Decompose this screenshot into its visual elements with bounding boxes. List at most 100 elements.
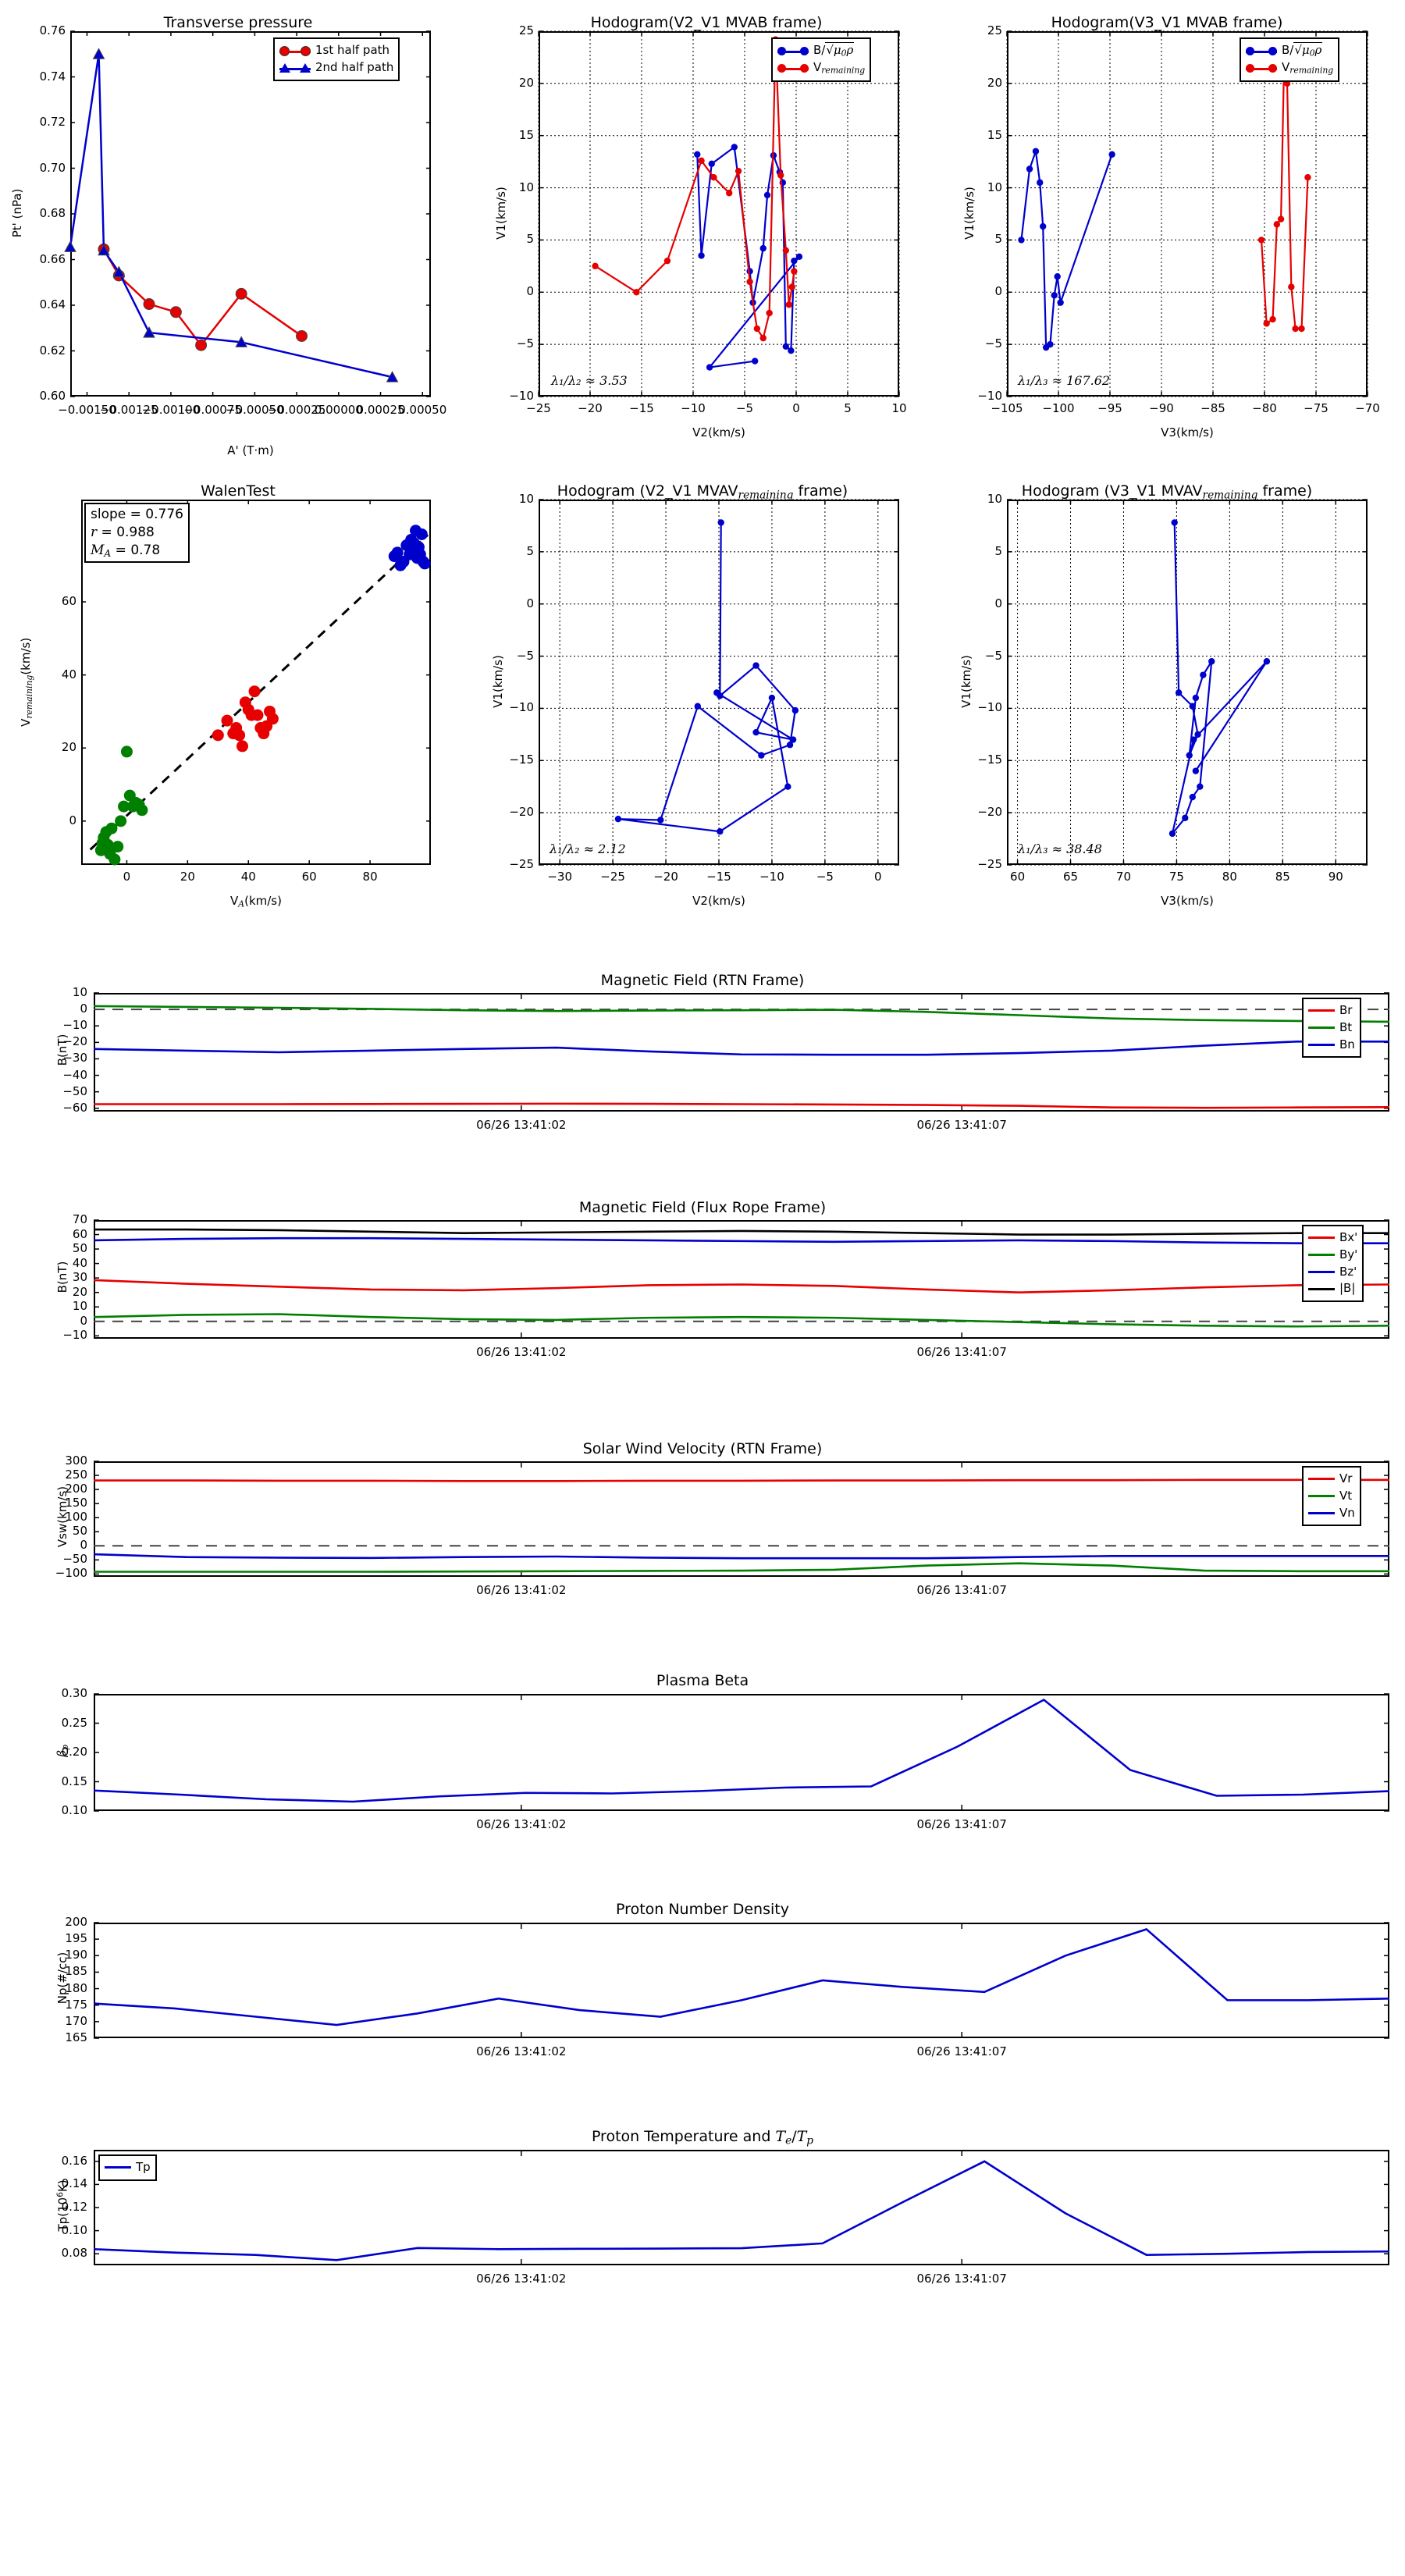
plot-area (539, 31, 899, 397)
y-tick-label: −10 (62, 1328, 87, 1343)
y-tick-label: 175 (65, 1997, 87, 2012)
y-tick-label: −20 (977, 805, 1002, 820)
panel-transverse-pressure: Transverse pressure Pt' (nPa) A' (T·m) 0… (0, 0, 468, 468)
x-tick-label: 06/26 13:41:07 (916, 1817, 1007, 1831)
legend-marker-blue (1246, 46, 1277, 55)
x-axis-label: V2(km/s) (692, 894, 745, 908)
x-tick-label: −100 (1042, 401, 1075, 415)
x-tick-label: 06/26 13:41:02 (476, 2044, 567, 2058)
y-tick-label: 10 (72, 1299, 87, 1314)
y-tick-label: 0.12 (61, 2200, 87, 2214)
x-tick-label: 0.00000 (314, 403, 363, 417)
y-tick-label: 20 (518, 75, 534, 90)
legend-label: 1st half path (315, 43, 390, 57)
y-tick-label: 0.64 (39, 297, 66, 311)
y-tick-label: 50 (72, 1524, 87, 1539)
y-tick-label: 0.25 (61, 1715, 87, 1730)
x-tick-label: −20 (653, 870, 678, 884)
legend-label: B/√μ0ρ (1282, 42, 1323, 59)
panel-title: Proton Temperature and Te/Tp (591, 2128, 814, 2147)
x-tick-label: 0.00050 (398, 403, 447, 417)
panel-title: Transverse pressure (163, 14, 313, 31)
hodogram-v2v1-mvav-svg (539, 499, 899, 866)
legend-label: Vr (1339, 1471, 1353, 1485)
x-tick-label: 06/26 13:41:02 (476, 2272, 567, 2286)
eigenvalue-ratio-annotation: λ₁/λ₃ ≈ 167.62 (1018, 373, 1111, 388)
legend-marker-red (777, 63, 809, 73)
y-tick-label: 40 (61, 667, 76, 681)
y-tick-label: 180 (65, 1980, 87, 1995)
plot-area (94, 2150, 1389, 2265)
x-tick-label: −10 (759, 870, 784, 884)
legend-item: Vremaining (777, 59, 865, 76)
y-tick-label: 200 (65, 1915, 87, 1929)
legend-label: Vremaining (813, 60, 866, 76)
plot-area (94, 1220, 1389, 1339)
y-tick-label: −40 (62, 1067, 87, 1082)
legend-label: Bn (1339, 1037, 1355, 1051)
legend-item: By' (1308, 1247, 1357, 1264)
y-tick-label: −30 (62, 1051, 87, 1066)
legend-item: Tp (105, 2159, 151, 2176)
x-tick-label: 0 (874, 870, 882, 884)
walen-slope: slope = 0.776 (91, 507, 183, 522)
x-tick-label: −30 (547, 870, 572, 884)
y-tick-label: 0 (80, 1538, 87, 1553)
legend-item: 1st half path (279, 42, 393, 59)
x-tick-label: 75 (1168, 870, 1184, 884)
x-tick-label: −0.00025 (267, 403, 326, 417)
x-tick-label: −5 (816, 870, 834, 884)
legend-marker-red (1246, 63, 1277, 73)
y-tick-label: 0 (526, 596, 534, 610)
x-tick-label: 65 (1062, 870, 1079, 884)
y-tick-label: 200 (65, 1482, 87, 1496)
y-tick-label: −5 (984, 648, 1002, 663)
y-tick-label: −5 (516, 648, 534, 663)
plot-area (1007, 31, 1368, 397)
y-tick-label: 0.10 (61, 2222, 87, 2237)
y-tick-label: 10 (518, 492, 534, 506)
y-tick-label: 0.20 (61, 1745, 87, 1759)
legend-line-swatch (1308, 1043, 1335, 1046)
y-tick-label: 0.76 (39, 23, 66, 37)
y-tick-label: −10 (977, 389, 1002, 403)
x-tick-label: −0.00100 (141, 403, 201, 417)
legend-line-swatch (1308, 1009, 1335, 1012)
legend-label: B/√μ0ρ (813, 42, 855, 59)
y-tick-label: 0.08 (61, 2246, 87, 2261)
y-tick-label: 20 (987, 75, 1002, 90)
plot-area (94, 1694, 1389, 1811)
x-tick-label: 06/26 13:41:07 (916, 1118, 1007, 1132)
x-axis-label: A' (T·m) (227, 443, 274, 457)
walen-test-svg (81, 500, 431, 866)
panel-hodogram-v3v1-mvab: Hodogram(V3_V1 MVAB frame) V1(km/s) V3(k… (937, 0, 1405, 468)
legend-line-swatch (105, 2166, 131, 2169)
walen-stats-box: slope = 0.776 r = 0.988 MA = 0.78 (84, 503, 190, 564)
x-tick-label: −15 (629, 401, 654, 415)
panel-title: WalenTest (201, 482, 276, 500)
y-tick-label: 70 (72, 1212, 87, 1226)
x-tick-label: −0.00125 (99, 403, 158, 417)
legend-item: Vt (1308, 1488, 1355, 1505)
legend-item: Bt (1308, 1019, 1355, 1037)
panel-title: Magnetic Field (RTN Frame) (600, 972, 805, 989)
eigenvalue-ratio-annotation: λ₁/λ₂ ≈ 3.53 (551, 373, 628, 388)
y-tick-label: 250 (65, 1468, 87, 1482)
x-tick-label: 60 (301, 870, 317, 884)
y-tick-label: −50 (62, 1552, 87, 1567)
x-tick-label: −70 (1355, 401, 1380, 415)
y-tick-label: −50 (62, 1083, 87, 1098)
panel-hodogram-v2v1-mvab: Hodogram(V2_V1 MVAB frame) V1(km/s) V2(k… (468, 0, 937, 468)
y-tick-label: 0.62 (39, 343, 66, 358)
legend-label: Bx' (1339, 1230, 1358, 1244)
x-tick-label: 70 (1115, 870, 1132, 884)
y-tick-label: −20 (509, 805, 534, 820)
hodogram-v3v1-mvav-svg (1007, 499, 1368, 866)
panel-hodogram-v2v1-mvav: Hodogram (V2_V1 MVAVremaining frame) V1(… (468, 468, 937, 937)
y-tick-label: −20 (62, 1034, 87, 1049)
legend-label: Vremaining (1282, 60, 1334, 76)
y-tick-label: 0.30 (61, 1686, 87, 1700)
